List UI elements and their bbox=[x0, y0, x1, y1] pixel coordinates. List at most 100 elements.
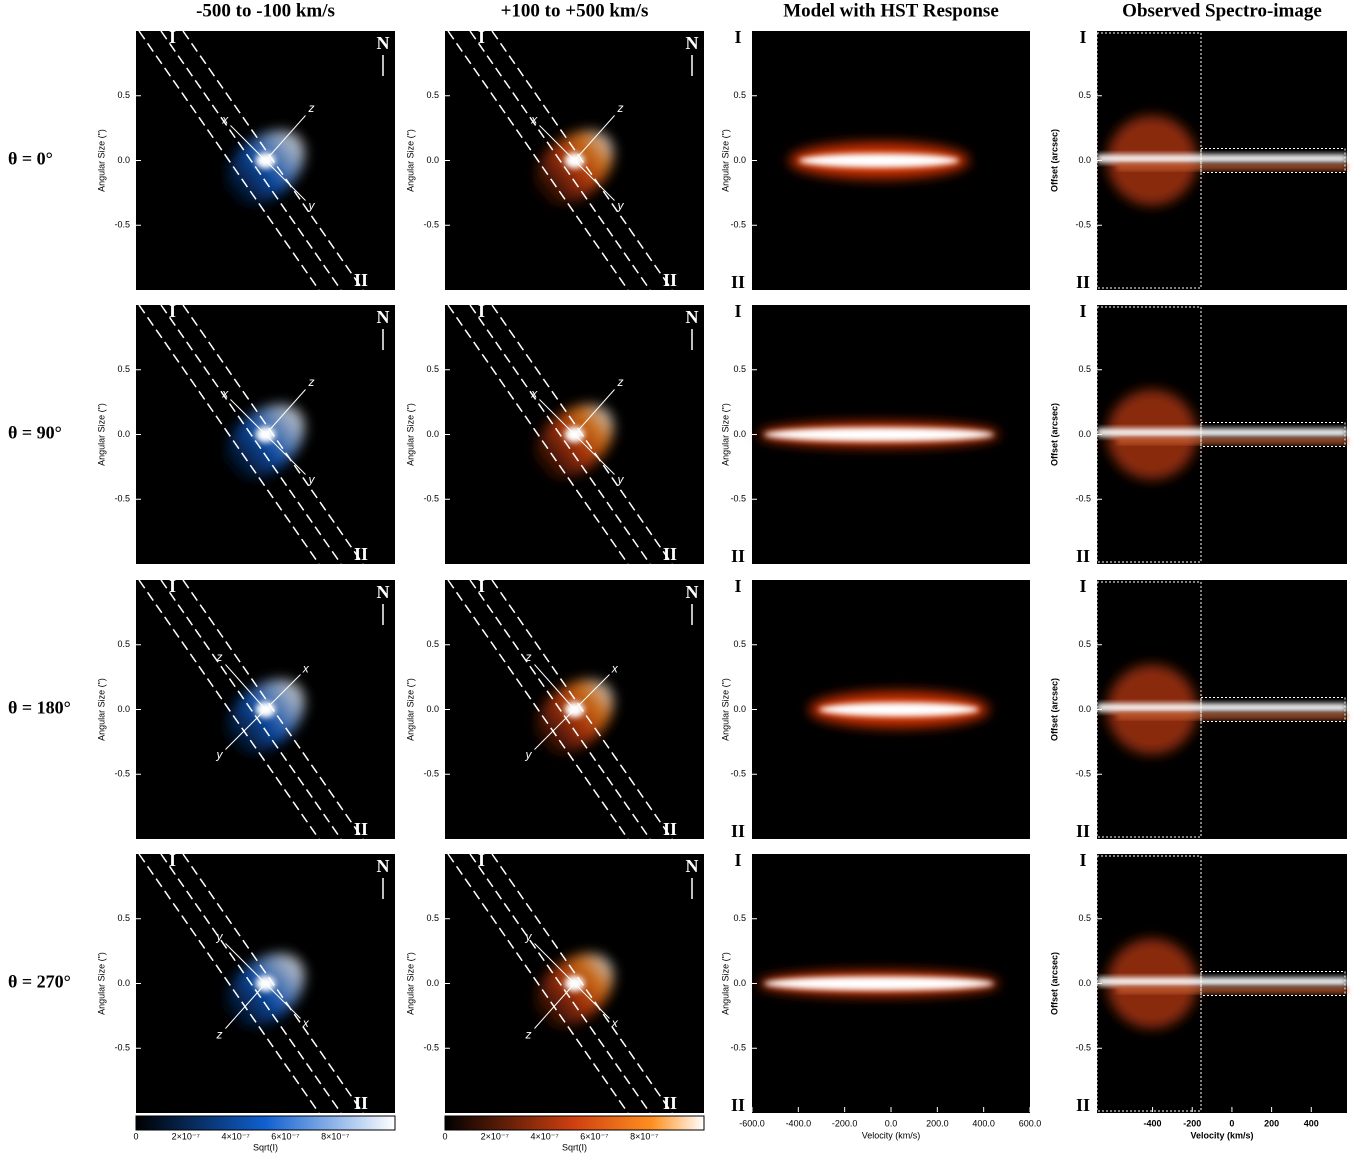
y-tick-label: -0.5 bbox=[730, 494, 746, 504]
y-tick-label: 0.5 bbox=[117, 639, 130, 649]
slit bbox=[469, 853, 651, 1114]
axis-arrow bbox=[225, 709, 266, 750]
slit bbox=[138, 853, 320, 1114]
slit-label: I bbox=[478, 850, 485, 870]
compass: N bbox=[686, 856, 699, 876]
y-tick-label: 0.0 bbox=[426, 155, 439, 165]
slit-label: I bbox=[1079, 850, 1086, 870]
row-label: θ = 0° bbox=[8, 149, 53, 169]
axis-arrow bbox=[534, 983, 575, 1029]
slit-label: II bbox=[354, 1093, 368, 1113]
y-tick-label: 0.5 bbox=[426, 90, 439, 100]
model-core bbox=[764, 427, 994, 442]
y-tick-label: 0.5 bbox=[426, 639, 439, 649]
slit bbox=[138, 304, 320, 565]
slit bbox=[447, 30, 629, 291]
y-tick-label: 0.0 bbox=[117, 704, 130, 714]
y-axis-label: Angular Size (") bbox=[405, 952, 415, 1015]
y-tick-label: -0.5 bbox=[423, 769, 439, 779]
y-tick-label: 0.5 bbox=[1078, 913, 1091, 923]
model-core bbox=[764, 976, 994, 991]
slit-label: I bbox=[734, 301, 741, 321]
y-tick-label: -0.5 bbox=[114, 1043, 130, 1053]
y-tick-label: -0.5 bbox=[114, 494, 130, 504]
colorbar bbox=[444, 1115, 705, 1131]
x-tick-label: 0 bbox=[1229, 1118, 1234, 1128]
colorbar-tick-label: 0 bbox=[442, 1131, 447, 1141]
y-tick-label: -0.5 bbox=[114, 220, 130, 230]
axis-arrow bbox=[265, 160, 306, 201]
axis-arrow bbox=[534, 943, 575, 984]
x-tick-label: -200 bbox=[1183, 1118, 1201, 1128]
slit-label: I bbox=[478, 576, 485, 596]
axis-arrow bbox=[265, 674, 301, 710]
compass: N bbox=[686, 307, 699, 327]
box bbox=[1200, 148, 1346, 173]
colorbar-label: Sqrt(I) bbox=[562, 1142, 587, 1152]
row-label: θ = 90° bbox=[8, 423, 62, 443]
y-tick-label: 0.0 bbox=[733, 155, 746, 165]
x-axis-label: Velocity (km/s) bbox=[1190, 1130, 1253, 1140]
axis-letter: x bbox=[611, 1016, 619, 1030]
y-axis-label: Angular Size (") bbox=[405, 129, 415, 192]
y-tick-label: 0.5 bbox=[1078, 364, 1091, 374]
axis-letter: x bbox=[611, 661, 619, 675]
y-tick-label: 0.5 bbox=[733, 913, 746, 923]
y-tick-label: 0.5 bbox=[733, 364, 746, 374]
y-tick-label: 0.0 bbox=[426, 978, 439, 988]
colorbar-tick-label: 2×10⁻⁷ bbox=[172, 1131, 200, 1141]
x-tick-label: -200.0 bbox=[832, 1118, 858, 1128]
slit bbox=[138, 30, 320, 291]
slit-label: I bbox=[1079, 301, 1086, 321]
axis-arrow bbox=[574, 674, 610, 710]
axis-letter: x bbox=[221, 386, 229, 400]
y-tick-label: 0.0 bbox=[733, 429, 746, 439]
axis-arrow bbox=[574, 983, 610, 1019]
slit bbox=[182, 579, 364, 840]
colorbar-tick-label: 0 bbox=[133, 1131, 138, 1141]
y-tick-label: 0.0 bbox=[1078, 429, 1091, 439]
observed-band bbox=[1097, 154, 1347, 163]
axis-arrow bbox=[574, 160, 615, 201]
slit bbox=[182, 30, 364, 291]
axis-letter: y bbox=[308, 473, 316, 487]
slit-label: II bbox=[663, 270, 677, 290]
y-axis-label: Angular Size (") bbox=[405, 678, 415, 741]
axis-letter: z bbox=[308, 375, 315, 389]
axis-arrow bbox=[574, 434, 615, 475]
y-tick-label: 0.0 bbox=[117, 155, 130, 165]
axis-letter: x bbox=[302, 1016, 310, 1030]
observed-band bbox=[1097, 977, 1347, 986]
y-axis-label: Offset (arcsec) bbox=[1049, 678, 1059, 741]
axis-letter: x bbox=[302, 661, 310, 675]
slit bbox=[469, 579, 651, 840]
axis-arrow bbox=[265, 389, 306, 435]
box bbox=[1096, 581, 1202, 838]
box bbox=[1096, 306, 1202, 563]
slit bbox=[160, 30, 342, 291]
axis-arrow bbox=[265, 983, 301, 1019]
compass: N bbox=[377, 307, 390, 327]
slit bbox=[182, 853, 364, 1114]
observed-band bbox=[1097, 703, 1347, 712]
column-title: -500 to -100 km/s bbox=[196, 0, 335, 21]
column-title: +100 to +500 km/s bbox=[501, 0, 649, 21]
slit bbox=[491, 579, 673, 840]
y-axis-label: Angular Size (") bbox=[96, 403, 106, 466]
y-tick-label: 0.0 bbox=[117, 429, 130, 439]
model-core bbox=[819, 702, 979, 717]
axis-letter: x bbox=[530, 386, 538, 400]
colorbar-tick-label: 4×10⁻⁷ bbox=[221, 1131, 249, 1141]
x-tick-label: -400 bbox=[1144, 1118, 1162, 1128]
slit-label: II bbox=[354, 270, 368, 290]
y-tick-label: -0.5 bbox=[730, 769, 746, 779]
y-tick-label: -0.5 bbox=[423, 1043, 439, 1053]
y-tick-label: 0.0 bbox=[117, 978, 130, 988]
slit bbox=[160, 579, 342, 840]
box bbox=[1096, 32, 1202, 289]
x-tick-label: 400.0 bbox=[972, 1118, 995, 1128]
model-core bbox=[799, 153, 959, 168]
axis-letter: x bbox=[221, 112, 229, 126]
observed-band-2 bbox=[1117, 164, 1347, 170]
observed-band bbox=[1097, 428, 1347, 437]
